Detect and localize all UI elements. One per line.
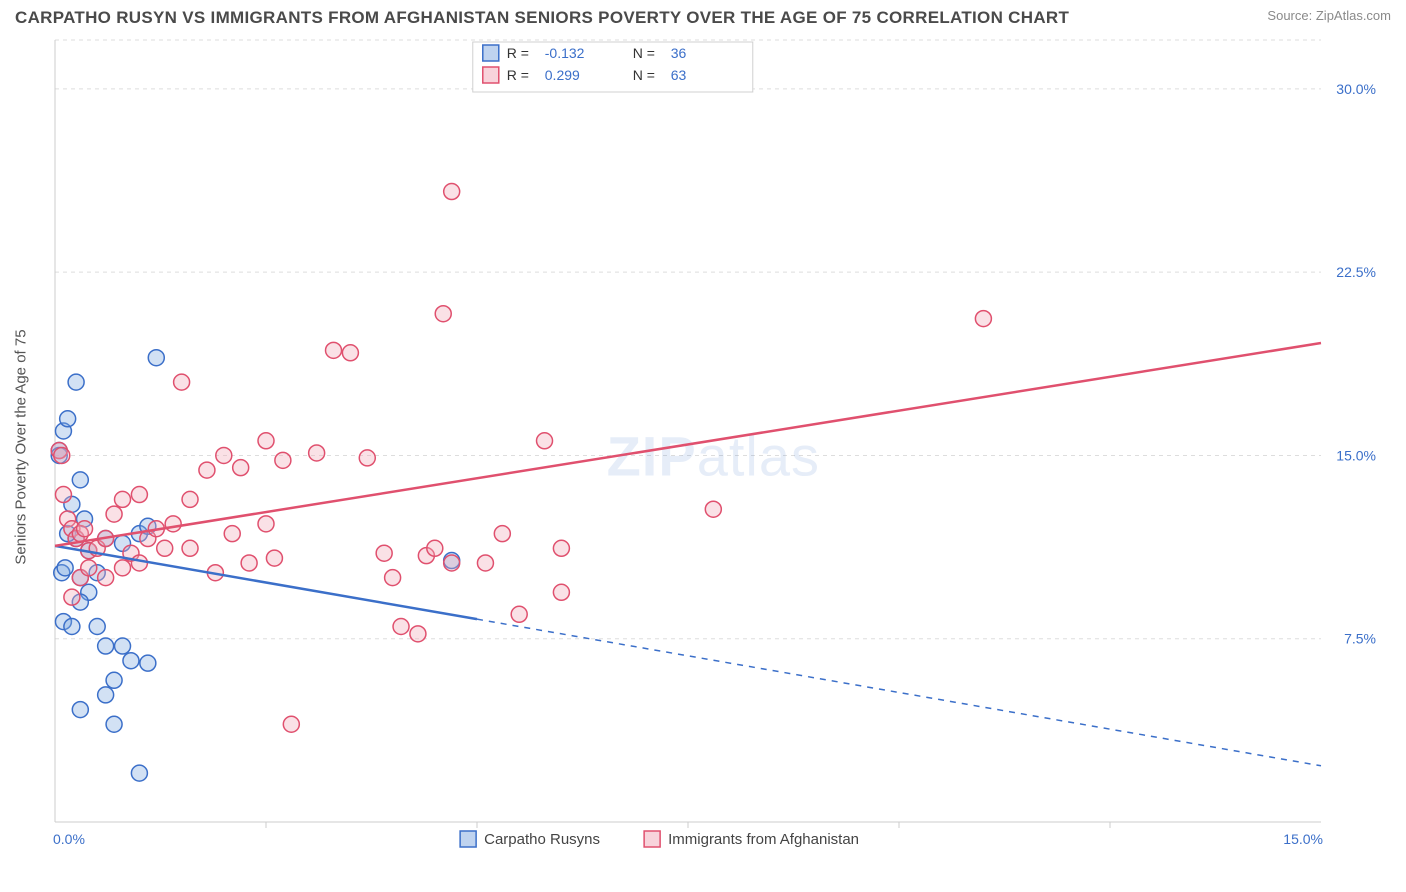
data-point-afghan: [393, 619, 409, 635]
data-point-carpatho: [140, 655, 156, 671]
source-attribution: Source: ZipAtlas.com: [1267, 8, 1391, 23]
legend-r-prefix: R =: [507, 45, 529, 61]
data-point-afghan: [258, 433, 274, 449]
data-point-carpatho: [115, 638, 131, 654]
data-point-afghan: [444, 555, 460, 571]
data-point-carpatho: [123, 653, 139, 669]
data-point-afghan: [54, 447, 70, 463]
data-point-carpatho: [68, 374, 84, 390]
data-point-afghan: [376, 545, 392, 561]
bottom-legend-label-carpatho: Carpatho Rusyns: [484, 831, 600, 848]
data-point-afghan: [435, 306, 451, 322]
data-point-carpatho: [98, 638, 114, 654]
source-link[interactable]: ZipAtlas.com: [1316, 8, 1391, 23]
legend-n-prefix: N =: [633, 67, 655, 83]
watermark: ZIPatlas: [607, 424, 820, 487]
data-point-afghan: [81, 560, 97, 576]
data-point-afghan: [275, 452, 291, 468]
data-point-afghan: [216, 447, 232, 463]
data-point-afghan: [182, 540, 198, 556]
data-point-afghan: [427, 540, 443, 556]
legend-r-value-afghan: 0.299: [545, 67, 580, 83]
y-tick-label: 30.0%: [1336, 81, 1376, 97]
data-point-afghan: [326, 342, 342, 358]
legend-n-value-afghan: 63: [671, 67, 687, 83]
data-point-carpatho: [106, 716, 122, 732]
data-point-afghan: [131, 555, 147, 571]
y-tick-label: 22.5%: [1336, 264, 1376, 280]
data-point-carpatho: [148, 350, 164, 366]
data-point-carpatho: [60, 411, 76, 427]
data-point-carpatho: [106, 672, 122, 688]
data-point-afghan: [494, 526, 510, 542]
data-point-afghan: [283, 716, 299, 732]
data-point-afghan: [131, 487, 147, 503]
data-point-carpatho: [72, 472, 88, 488]
source-label: Source:: [1267, 8, 1312, 23]
trend-line-ext-carpatho: [477, 619, 1321, 766]
legend-swatch-afghan: [483, 67, 499, 83]
bottom-legend-swatch-carpatho: [460, 831, 476, 847]
data-point-carpatho: [131, 765, 147, 781]
data-point-afghan: [115, 491, 131, 507]
data-point-afghan: [444, 184, 460, 200]
data-point-carpatho: [89, 619, 105, 635]
data-point-afghan: [537, 433, 553, 449]
legend-n-prefix: N =: [633, 45, 655, 61]
data-point-afghan: [241, 555, 257, 571]
legend-r-prefix: R =: [507, 67, 529, 83]
data-point-afghan: [477, 555, 493, 571]
data-point-afghan: [157, 540, 173, 556]
chart-title: CARPATHO RUSYN VS IMMIGRANTS FROM AFGHAN…: [15, 8, 1069, 28]
data-point-carpatho: [72, 702, 88, 718]
data-point-afghan: [165, 516, 181, 532]
correlation-scatter-chart: 7.5% 15.0% 22.5% 30.0% 0.0% 15.0% ZIPatlas R =-…: [15, 32, 1391, 862]
legend-r-value-carpatho: -0.132: [545, 45, 585, 61]
data-point-afghan: [106, 506, 122, 522]
data-point-afghan: [182, 491, 198, 507]
data-point-afghan: [55, 487, 71, 503]
data-point-afghan: [174, 374, 190, 390]
data-point-afghan: [975, 311, 991, 327]
legend-swatch-carpatho: [483, 45, 499, 61]
data-point-afghan: [77, 521, 93, 537]
data-point-carpatho: [57, 560, 73, 576]
data-point-afghan: [553, 540, 569, 556]
data-point-afghan: [359, 450, 375, 466]
data-point-afghan: [385, 570, 401, 586]
data-point-carpatho: [64, 619, 80, 635]
y-tick-label: 7.5%: [1344, 631, 1376, 647]
data-point-carpatho: [98, 687, 114, 703]
data-point-afghan: [98, 570, 114, 586]
y-axis-label: Seniors Poverty Over the Age of 75: [13, 329, 30, 564]
data-point-afghan: [224, 526, 240, 542]
data-point-afghan: [553, 584, 569, 600]
data-point-afghan: [115, 560, 131, 576]
data-point-afghan: [233, 460, 249, 476]
data-point-afghan: [511, 606, 527, 622]
data-point-afghan: [199, 462, 215, 478]
data-point-afghan: [309, 445, 325, 461]
data-point-afghan: [64, 589, 80, 605]
bottom-legend-swatch-afghan: [644, 831, 660, 847]
x-tick-label: 15.0%: [1283, 831, 1323, 847]
data-point-afghan: [266, 550, 282, 566]
x-tick-label: 0.0%: [53, 831, 85, 847]
legend-n-value-carpatho: 36: [671, 45, 687, 61]
data-point-afghan: [705, 501, 721, 517]
data-point-afghan: [410, 626, 426, 642]
y-tick-label: 15.0%: [1336, 447, 1376, 463]
trend-line-afghan: [55, 343, 1321, 546]
data-point-afghan: [342, 345, 358, 361]
data-point-afghan: [258, 516, 274, 532]
bottom-legend-label-afghan: Immigrants from Afghanistan: [668, 831, 859, 848]
